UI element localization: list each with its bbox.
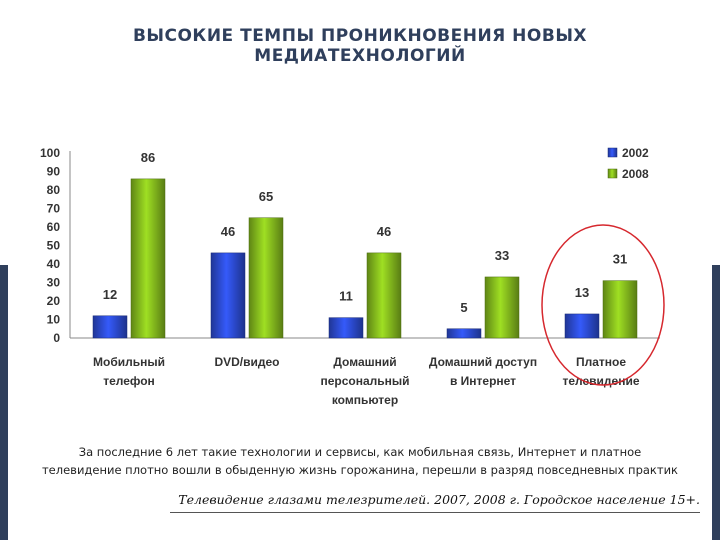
category-label: Домашний [333, 355, 396, 369]
source-underline [170, 512, 700, 513]
category-label: телевидение [562, 374, 639, 388]
category-label: DVD/видео [214, 355, 279, 369]
bar-2008 [602, 280, 638, 339]
bar-2008 [248, 217, 284, 339]
caption-line-2: телевидение плотно вошли в обыденную жиз… [41, 463, 678, 477]
y-tick-label: 30 [47, 276, 61, 290]
bar-2008 [130, 178, 166, 339]
data-label: 65 [259, 189, 273, 204]
slide-title-line-1: ВЫСОКИЕ ТЕМПЫ ПРОНИКНОВЕНИЯ НОВЫХ [132, 26, 588, 46]
category-label: телефон [103, 374, 155, 388]
category-label: в Интернет [450, 374, 516, 388]
bar-2002 [446, 328, 482, 339]
data-label: 12 [103, 287, 117, 302]
bar-2008 [366, 252, 402, 339]
category-label: Платное [576, 355, 626, 369]
data-label: 31 [613, 252, 627, 267]
y-tick-label: 70 [47, 202, 61, 216]
category-label: компьютер [332, 393, 398, 407]
legend-swatch-2008 [607, 168, 618, 179]
bar-2002 [210, 252, 246, 339]
data-label: 13 [575, 285, 589, 300]
legend-label: 2002 [622, 146, 649, 160]
y-tick-label: 90 [47, 165, 61, 179]
data-label: 86 [141, 150, 155, 165]
caption: За последние 6 лет такие технологии и се… [20, 443, 700, 479]
y-tick-label: 80 [47, 183, 61, 197]
y-tick-label: 20 [47, 294, 61, 308]
bar-2002 [328, 317, 364, 339]
bar-2002 [92, 315, 128, 339]
category-label: персональный [320, 374, 409, 388]
slide-title-line-2: МЕДИАТЕХНОЛОГИЙ [254, 46, 466, 66]
legend-label: 2008 [622, 167, 649, 181]
category-label: Мобильный [93, 355, 165, 369]
data-label: 11 [339, 289, 353, 304]
y-tick-label: 0 [53, 331, 60, 345]
y-tick-label: 50 [47, 239, 61, 253]
data-label: 46 [221, 224, 235, 239]
bar-2008 [484, 276, 520, 339]
right-side-band [712, 265, 720, 540]
y-tick-label: 100 [40, 146, 60, 160]
caption-line-1: За последние 6 лет такие технологии и се… [78, 445, 642, 459]
y-tick-label: 10 [47, 313, 61, 327]
data-label: 46 [377, 224, 391, 239]
y-tick-label: 40 [47, 257, 61, 271]
legend-swatch-2002 [607, 147, 618, 158]
highlight-ellipse [541, 224, 665, 386]
source-note: Телевидение глазами телезрителей. 2007, … [178, 492, 700, 507]
left-side-band [0, 265, 8, 540]
category-label: Домашний доступ [429, 355, 537, 369]
slide-title: ВЫСОКИЕ ТЕМПЫ ПРОНИКНОВЕНИЯ НОВЫХ МЕДИАТ… [0, 26, 720, 66]
y-tick-label: 60 [47, 220, 61, 234]
bar-chart: 0 10 20 30 40 50 60 70 80 90 100 12 86 Мобильный телеф… [40, 146, 665, 407]
data-label: 5 [460, 300, 467, 315]
bar-2002 [564, 313, 600, 339]
data-label: 33 [495, 248, 509, 263]
